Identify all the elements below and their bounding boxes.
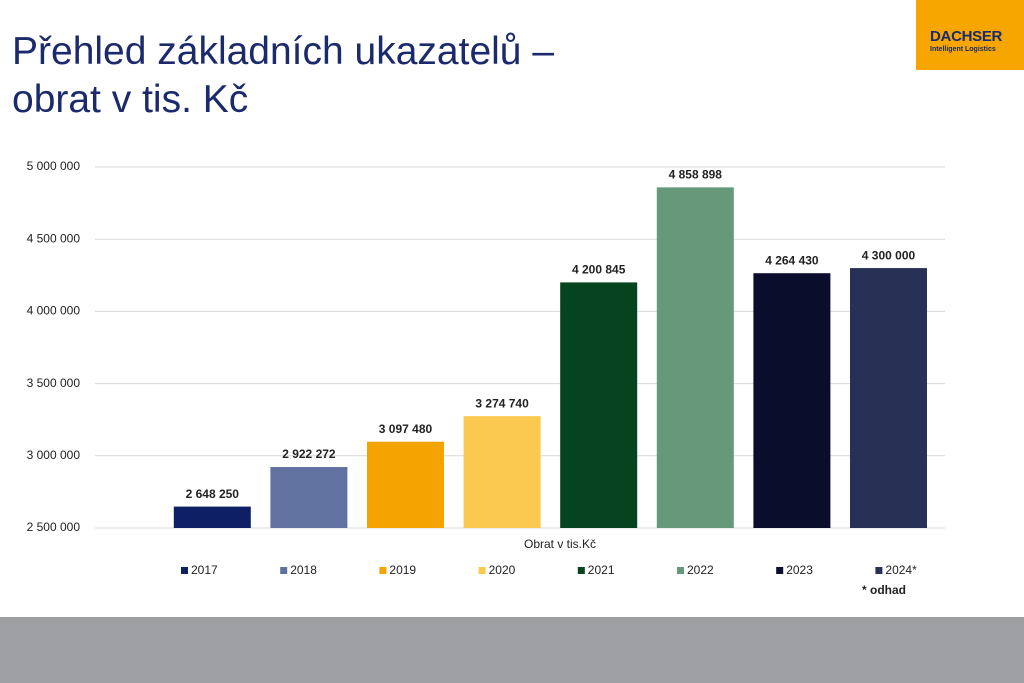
x-axis-label: Obrat v tis.Kč: [524, 537, 596, 551]
value-label: 3 097 480: [379, 422, 433, 436]
legend-marker: [280, 567, 288, 574]
value-label: 3 274 740: [475, 396, 529, 410]
bar: [560, 282, 638, 528]
y-tick-label: 5 000 000: [27, 159, 81, 173]
value-label: 4 200 845: [572, 263, 626, 277]
slide-title: Přehled základních ukazatelů – obrat v t…: [12, 28, 554, 124]
title-line: Přehled základních ukazatelů –: [12, 30, 555, 73]
legend-marker: [181, 567, 188, 574]
bar: [656, 187, 734, 528]
bar: [173, 506, 251, 528]
logo: DACHSER Intelligent Logistics: [916, 0, 1024, 70]
logo-tagline: Intelligent Logistics: [930, 46, 996, 53]
legend-label: 2023: [786, 563, 813, 577]
logo-name: DACHSER: [930, 28, 1003, 45]
bar: [850, 268, 927, 528]
title-line: obrat v tis. Kč: [12, 78, 249, 121]
y-tick-label: 3 000 000: [27, 448, 81, 462]
bar: [463, 416, 541, 528]
legend-marker: [875, 567, 883, 574]
footer-band: [0, 617, 1024, 683]
legend-label: 2018: [290, 563, 317, 577]
y-tick-label: 4 000 000: [27, 304, 81, 318]
legend-marker: [677, 567, 684, 574]
value-label: 2 922 272: [282, 447, 336, 461]
bar: [270, 467, 348, 528]
value-label: 2 648 250: [186, 487, 240, 501]
legend-label: 2022: [687, 563, 714, 577]
legend-marker: [577, 567, 585, 574]
bar: [753, 273, 831, 528]
y-tick-label: 2 500 000: [27, 520, 81, 534]
value-label: 4 858 898: [669, 168, 723, 182]
y-tick-label: 4 500 000: [27, 231, 81, 245]
bar: [367, 441, 444, 528]
legend-marker: [478, 567, 486, 574]
legend-label: 2020: [489, 563, 516, 577]
legend-label: 2019: [389, 563, 416, 577]
note: * odhad: [862, 583, 906, 597]
value-label: 4 300 000: [862, 248, 916, 262]
legend-label: 2021: [588, 563, 615, 577]
legend-label: 2017: [191, 563, 218, 577]
legend-marker: [776, 567, 784, 574]
y-tick-label: 3 500 000: [27, 376, 81, 390]
legend-label: 2024*: [885, 563, 917, 577]
chart: Obrat v tis.Kč * odhad 2 500 000 3 000 00…: [27, 159, 945, 597]
legend-marker: [379, 567, 387, 574]
value-label: 4 264 430: [765, 253, 819, 267]
